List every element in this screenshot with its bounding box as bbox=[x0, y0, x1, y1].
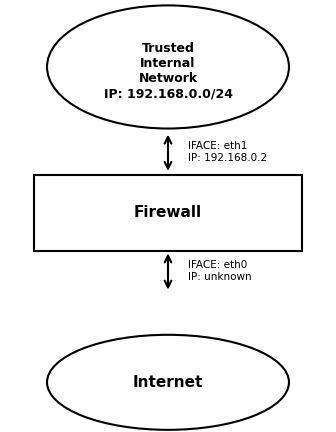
Text: Internet: Internet bbox=[133, 375, 203, 390]
Text: Trusted
Internal
Network
IP: 192.168.0.0/24: Trusted Internal Network IP: 192.168.0.0… bbox=[103, 42, 233, 100]
Bar bbox=[34, 175, 302, 251]
Text: IFACE: eth1
IP: 192.168.0.2: IFACE: eth1 IP: 192.168.0.2 bbox=[188, 141, 267, 163]
Text: IFACE: eth0
IP: unknown: IFACE: eth0 IP: unknown bbox=[188, 260, 252, 282]
Ellipse shape bbox=[47, 6, 289, 129]
Text: Firewall: Firewall bbox=[134, 205, 202, 220]
Ellipse shape bbox=[47, 335, 289, 430]
